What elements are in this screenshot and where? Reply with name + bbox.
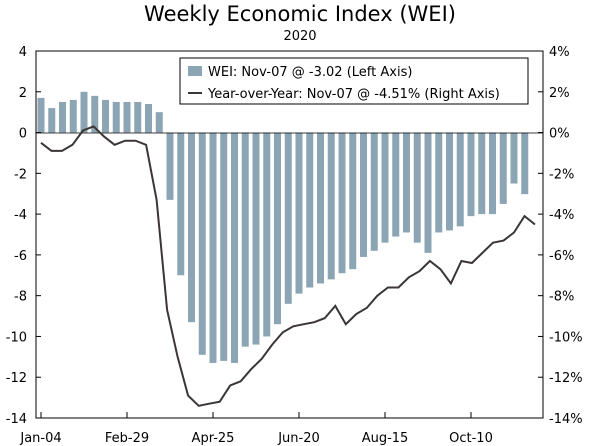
legend-wei-swatch	[188, 66, 202, 76]
wei-bar	[177, 132, 185, 276]
left-tick-label: -4	[14, 208, 27, 223]
right-tick-label: 4%	[549, 45, 570, 60]
left-tick-label: -10	[6, 330, 27, 345]
wei-bar	[91, 95, 99, 133]
right-tick-label: -14%	[549, 412, 583, 427]
left-tick-label: -12	[6, 371, 27, 386]
legend-wei-label: WEI: Nov-07 @ -3.02 (Left Axis)	[208, 65, 412, 80]
x-tick-label: Apr-25	[192, 431, 235, 446]
wei-bar	[360, 132, 367, 257]
wei-bar	[145, 104, 152, 133]
wei-bar	[284, 132, 292, 304]
x-tick-label: Jan-04	[19, 431, 61, 446]
left-tick-label: 2	[19, 86, 27, 101]
chart-title: Weekly Economic Index (WEI)	[144, 2, 456, 26]
left-tick-label: -14	[6, 412, 27, 427]
wei-bar	[48, 108, 56, 133]
left-tick-label: -2	[14, 167, 27, 182]
right-tick-label: -12%	[549, 371, 583, 386]
right-tick-label: -2%	[549, 167, 574, 182]
wei-bar	[338, 132, 346, 274]
wei-bar	[306, 132, 314, 288]
wei-bar	[499, 132, 507, 204]
wei-bar	[456, 132, 464, 227]
right-tick-label: -10%	[549, 330, 583, 345]
left-tick-label: -6	[14, 249, 27, 264]
right-tick-label: 2%	[549, 86, 570, 101]
yoy-series-line	[40, 125, 536, 407]
wei-bar	[274, 132, 281, 325]
right-tick-label: -6%	[549, 249, 574, 264]
left-tick-label: 4	[19, 45, 27, 60]
wei-bar	[134, 101, 142, 133]
chart-subtitle: 2020	[283, 29, 317, 44]
wei-bar	[69, 99, 77, 133]
wei-bar	[102, 99, 109, 133]
left-tick-label: 0	[19, 127, 27, 142]
wei-bar	[317, 132, 324, 284]
x-tick-label: Feb-29	[105, 431, 149, 446]
wei-bar	[241, 132, 249, 347]
legend-box	[179, 57, 529, 105]
wei-bar	[59, 101, 66, 133]
x-tick-label: Aug-15	[362, 431, 409, 446]
wei-bar	[198, 132, 206, 355]
wei-bar	[413, 132, 421, 243]
wei-bar	[123, 101, 131, 133]
wei-bar	[392, 132, 400, 237]
wei-bar	[295, 132, 303, 294]
wei-bar	[381, 132, 389, 243]
wei-bar	[478, 132, 486, 215]
right-tick-label: 0%	[549, 127, 570, 142]
wei-bar	[467, 132, 475, 217]
wei-bar	[188, 132, 195, 323]
wei-bar	[510, 132, 518, 184]
wei-bar	[424, 132, 432, 253]
x-tick-label: Jun-20	[277, 431, 320, 446]
wei-bar	[252, 132, 260, 345]
wei-bar	[327, 132, 335, 280]
wei-bar	[489, 132, 496, 215]
wei-bar	[403, 132, 410, 233]
wei-bar	[521, 132, 529, 195]
wei-bar	[220, 132, 228, 361]
right-tick-label: -4%	[549, 208, 574, 223]
wei-bar	[166, 132, 174, 200]
wei-bar	[263, 132, 271, 337]
wei-bar	[112, 101, 120, 133]
wei-bar	[209, 132, 217, 363]
wei-bar	[37, 97, 45, 133]
left-tick-label: -8	[14, 290, 27, 305]
legend: WEI: Nov-07 @ -3.02 (Left Axis) Year-ove…	[179, 57, 529, 105]
wei-bar	[80, 91, 88, 133]
legend-yoy-label: Year-over-Year: Nov-07 @ -4.51% (Right A…	[207, 87, 500, 102]
plot-frame	[35, 50, 544, 419]
wei-bar	[231, 132, 238, 363]
wei-bar	[155, 112, 163, 133]
wei-bar	[446, 132, 453, 231]
x-tick-label: Oct-10	[449, 431, 493, 446]
wei-bar	[370, 132, 378, 251]
wei-bar	[435, 132, 443, 233]
wei-bar	[349, 132, 357, 270]
right-tick-label: -8%	[549, 290, 574, 305]
